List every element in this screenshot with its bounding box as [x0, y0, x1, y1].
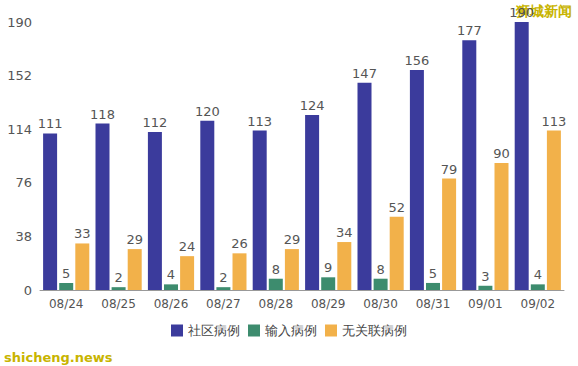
svg-text:29: 29 — [284, 232, 301, 247]
svg-text:34: 34 — [336, 225, 353, 240]
svg-text:08/31: 08/31 — [416, 297, 451, 311]
svg-text:5: 5 — [62, 266, 70, 281]
svg-text:118: 118 — [90, 107, 115, 122]
svg-text:111: 111 — [38, 116, 63, 131]
svg-text:08/28: 08/28 — [259, 297, 294, 311]
svg-text:8: 8 — [272, 262, 280, 277]
svg-text:无关联病例: 无关联病例 — [342, 323, 407, 338]
svg-text:76: 76 — [15, 175, 32, 190]
svg-text:152: 152 — [7, 68, 32, 83]
svg-text:120: 120 — [195, 104, 220, 119]
svg-text:112: 112 — [142, 115, 167, 130]
svg-text:29: 29 — [126, 232, 143, 247]
svg-text:3: 3 — [481, 269, 489, 284]
svg-text:147: 147 — [352, 66, 377, 81]
svg-text:08/26: 08/26 — [154, 297, 189, 311]
svg-text:08/29: 08/29 — [311, 297, 346, 311]
svg-text:8: 8 — [376, 262, 384, 277]
svg-text:113: 113 — [247, 114, 272, 129]
svg-text:09/01: 09/01 — [468, 297, 503, 311]
svg-text:08/30: 08/30 — [363, 297, 398, 311]
svg-text:33: 33 — [74, 226, 91, 241]
svg-text:08/24: 08/24 — [49, 297, 84, 311]
svg-text:输入病例: 输入病例 — [265, 323, 317, 338]
svg-text:社区病例: 社区病例 — [188, 323, 240, 338]
svg-text:177: 177 — [457, 23, 482, 38]
svg-text:79: 79 — [441, 162, 458, 177]
svg-text:26: 26 — [231, 236, 248, 251]
svg-text:狮城新闻: 狮城新闻 — [516, 3, 572, 19]
svg-text:190: 190 — [7, 15, 32, 30]
svg-text:09/02: 09/02 — [521, 297, 556, 311]
svg-text:4: 4 — [534, 267, 542, 282]
svg-text:4: 4 — [167, 267, 175, 282]
svg-text:9: 9 — [324, 260, 332, 275]
svg-text:08/25: 08/25 — [101, 297, 136, 311]
svg-text:113: 113 — [541, 114, 566, 129]
svg-text:0: 0 — [24, 283, 32, 298]
svg-text:5: 5 — [429, 266, 437, 281]
svg-text:08/27: 08/27 — [206, 297, 241, 311]
svg-text:124: 124 — [300, 98, 325, 113]
svg-text:38: 38 — [15, 229, 32, 244]
svg-text:shicheng.news: shicheng.news — [4, 350, 113, 365]
svg-text:2: 2 — [114, 270, 122, 285]
svg-text:52: 52 — [388, 200, 405, 215]
svg-text:114: 114 — [7, 122, 32, 137]
svg-text:190: 190 — [509, 5, 534, 20]
svg-text:156: 156 — [404, 53, 429, 68]
svg-text:24: 24 — [179, 239, 196, 254]
svg-text:90: 90 — [493, 146, 510, 161]
svg-text:2: 2 — [219, 270, 227, 285]
